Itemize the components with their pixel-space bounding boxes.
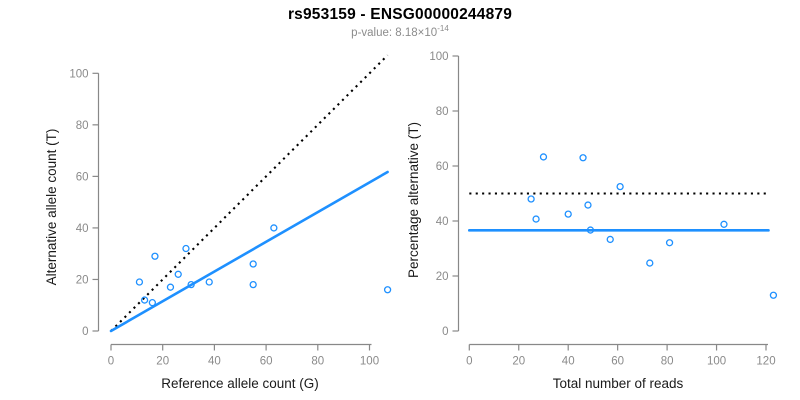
data-point [174, 270, 182, 278]
data-point [616, 182, 624, 191]
figure-title: rs953159 - ENSG00000244879 [287, 6, 513, 23]
figure-subtitle: p-value: 8.18×10-14 [0, 24, 800, 39]
data-point [187, 280, 195, 289]
data-point [166, 283, 175, 291]
data-point [249, 260, 257, 268]
data-point [151, 252, 159, 260]
y-tick-label: 0 [82, 326, 88, 338]
data-point [720, 220, 728, 228]
data-point [140, 296, 149, 304]
data-point [579, 154, 587, 162]
x-tick-label: 80 [661, 356, 674, 368]
x-tick-label: 120 [756, 356, 775, 368]
x-tick-label: 0 [466, 356, 472, 368]
pvalue-exponent: -14 [437, 24, 449, 34]
x-axis-title: Reference allele count (G) [161, 376, 319, 391]
data-point [249, 280, 257, 289]
data-point [646, 259, 654, 267]
y-tick-label: 100 [69, 68, 88, 80]
times-sign: × [417, 27, 425, 39]
x-axis-title: Total number of reads [553, 376, 684, 391]
y-tick-label: 80 [436, 106, 449, 118]
data-point [383, 286, 392, 294]
y-tick-label: 40 [436, 216, 449, 228]
data-point [527, 195, 535, 203]
x-tick-label: 100 [707, 356, 726, 368]
data-point [665, 239, 674, 247]
data-point [532, 215, 540, 223]
y-tick-label: 100 [429, 51, 448, 63]
data-point [606, 235, 614, 244]
data-point [539, 153, 548, 161]
x-tick-label: 0 [108, 356, 114, 368]
y-tick-label: 60 [436, 161, 449, 173]
data-point [270, 224, 278, 232]
pvalue-mantissa: 8.18 [395, 27, 418, 39]
y-tick-label: 80 [76, 120, 89, 132]
x-tick-label: 40 [208, 356, 221, 368]
y-axis-title: Alternative allele count (T) [44, 129, 59, 286]
x-tick-label: 40 [562, 356, 575, 368]
identity-1to1-line [110, 54, 389, 332]
data-point [584, 201, 592, 209]
data-point [564, 210, 572, 218]
allele-count-scatter: 0 20 40 60 80 100 0 20 40 60 80 100 Reference allele… [44, 54, 392, 391]
data-point [769, 291, 778, 299]
fitted-ratio-line [109, 170, 389, 333]
data-point [586, 226, 595, 234]
x-tick-label: 20 [156, 356, 169, 368]
y-tick-label: 20 [76, 274, 89, 286]
y-tick-label: 60 [76, 171, 89, 183]
data-point [205, 278, 213, 286]
y-tick-label: 40 [76, 223, 89, 235]
y-axis-title: Percentage alternative (T) [406, 122, 421, 278]
x-tick-label: 100 [360, 356, 379, 368]
y-tick-label: 0 [442, 326, 448, 338]
pvalue-label: p-value: [351, 27, 396, 39]
x-tick-label: 60 [611, 356, 624, 368]
x-tick-label: 20 [512, 356, 525, 368]
x-tick-label: 80 [311, 356, 324, 368]
data-point [135, 278, 144, 286]
data-point [148, 299, 157, 307]
y-tick-label: 20 [436, 271, 449, 283]
x-tick-label: 60 [260, 356, 273, 368]
data-point [182, 244, 190, 253]
pvalue-base: 10 [424, 27, 438, 39]
percentage-scatter: 0 20 40 60 80 100 0 20 40 60 80 100 120 Total number … [406, 51, 778, 391]
